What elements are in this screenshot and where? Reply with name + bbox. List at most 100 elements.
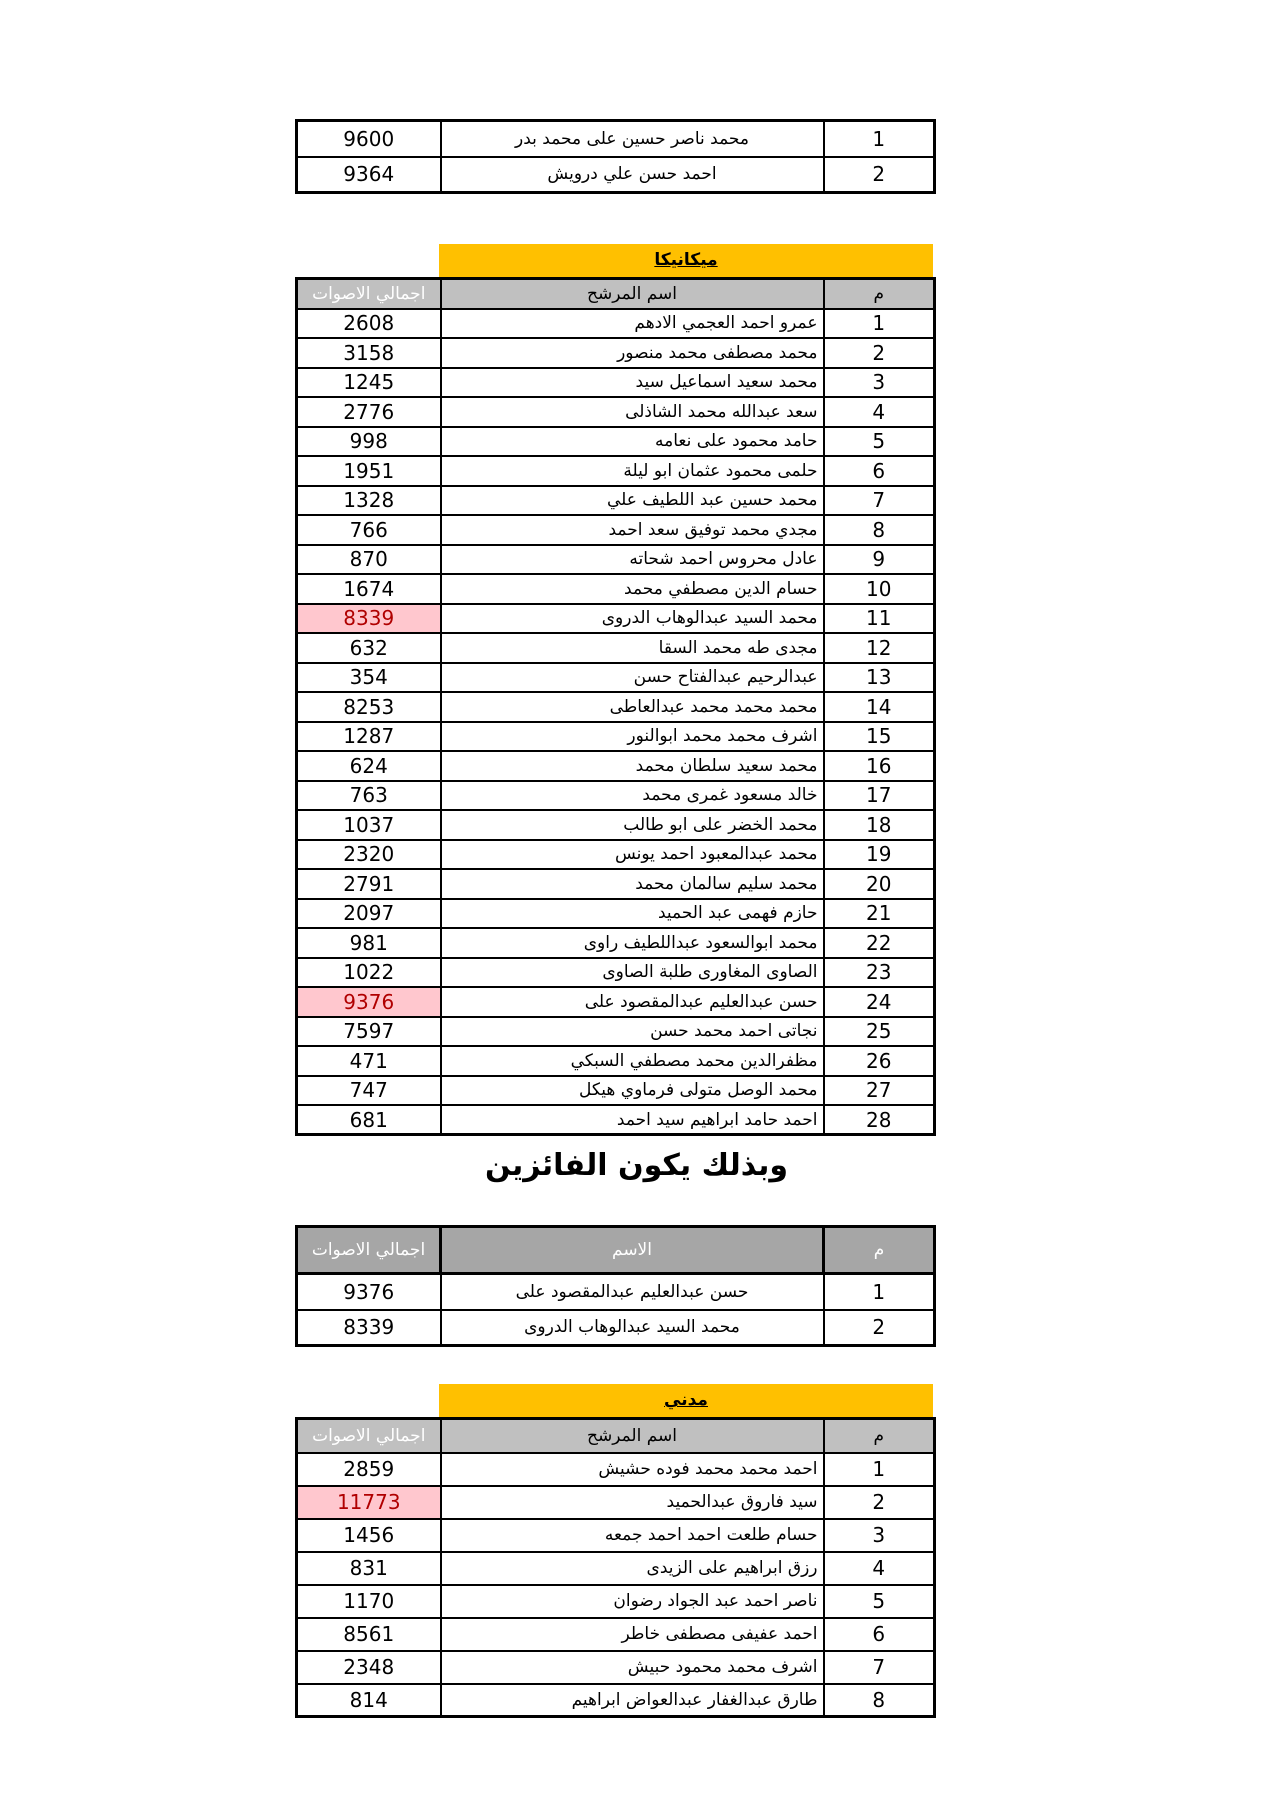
table-row: 8 مجدي محمد توفيق سعد احمد 766 xyxy=(295,514,936,546)
table-row: 2 سيد فاروق عبدالحميد 11773 xyxy=(295,1484,936,1520)
cell-name: محمد الوصل متولى فرماوي هيكل xyxy=(439,1074,825,1106)
cell-name: احمد حامد ابراهيم سيد احمد xyxy=(439,1104,825,1136)
cell-votes: 1674 xyxy=(295,573,442,605)
civil-results-table: م اسم المرشح اجمالي الاصوات 1 احمد محمد م… xyxy=(295,1417,936,1718)
header-candidate-name: اسم المرشح xyxy=(439,277,825,310)
cell-num: 1 xyxy=(822,1451,936,1487)
cell-num: 20 xyxy=(822,868,936,900)
cell-votes: 1170 xyxy=(295,1583,442,1619)
cell-votes: 763 xyxy=(295,779,442,811)
cell-name: حازم فهمى عبد الحميد xyxy=(439,897,825,929)
cell-name: حسن عبدالعليم عبدالمقصود على xyxy=(439,986,825,1018)
cell-votes: 471 xyxy=(295,1045,442,1077)
cell-name: محمد السيد عبدالوهاب الدروى xyxy=(439,602,825,634)
cell-num: 25 xyxy=(822,1015,936,1047)
table-body: 1 احمد محمد محمد فوده حشيش 2859 2 سيد فاروق … xyxy=(295,1451,936,1718)
cell-votes: 1328 xyxy=(295,484,442,516)
cell-name: الصاوى المغاورى طلبة الصاوى xyxy=(439,956,825,988)
mechanics-section-banner: ميكانيكا xyxy=(439,244,933,277)
table-row: 21 حازم فهمى عبد الحميد 2097 xyxy=(295,897,936,929)
cell-num: 18 xyxy=(822,809,936,841)
cell-votes: 8253 xyxy=(295,691,442,723)
cell-votes: 9376 xyxy=(295,1272,442,1311)
cell-num: 3 xyxy=(822,1517,936,1553)
cell-num: 7 xyxy=(822,484,936,516)
cell-votes: 747 xyxy=(295,1074,442,1106)
cell-name: مظفرالدين محمد مصطفي السبكي xyxy=(439,1045,825,1077)
cell-votes: 831 xyxy=(295,1550,442,1586)
cell-num: 6 xyxy=(822,455,936,487)
cell-name: احمد عفيفى مصطفى خاطر xyxy=(439,1616,825,1652)
cell-num: 8 xyxy=(822,1682,936,1718)
winners-heading: وبذلك يكون الفائزين xyxy=(484,1148,789,1183)
cell-votes: 1287 xyxy=(295,720,442,752)
cell-name: محمد الخضر على ابو طالب xyxy=(439,809,825,841)
cell-name: ناصر احمد عبد الجواد رضوان xyxy=(439,1583,825,1619)
cell-votes: 3158 xyxy=(295,337,442,369)
table-body: 1 حسن عبدالعليم عبدالمقصود على 9376 2 محمد ا… xyxy=(295,1272,936,1347)
cell-num: 4 xyxy=(822,1550,936,1586)
table-row: 12 مجدى طه محمد السقا 632 xyxy=(295,632,936,664)
table-row: 6 حلمى محمود عثمان ابو ليلة 1951 xyxy=(295,455,936,487)
cell-num: 2 xyxy=(822,1484,936,1520)
cell-votes: 9364 xyxy=(295,155,442,194)
header-name: الاسم xyxy=(439,1225,825,1275)
cell-num: 26 xyxy=(822,1045,936,1077)
cell-num: 9 xyxy=(822,543,936,575)
cell-name: محمد سليم سالمان محمد xyxy=(439,868,825,900)
table-header-row: م اسم المرشح اجمالي الاصوات xyxy=(295,1417,936,1454)
table-header-row: م الاسم اجمالي الاصوات xyxy=(295,1225,936,1275)
cell-name: مجدي محمد توفيق سعد احمد xyxy=(439,514,825,546)
cell-num: 8 xyxy=(822,514,936,546)
table-row: 2 محمد مصطفى محمد منصور 3158 xyxy=(295,337,936,369)
cell-name: احمد حسن علي درويش xyxy=(439,155,825,194)
cell-votes: 9600 xyxy=(295,119,442,158)
table-header-row: م اسم المرشح اجمالي الاصوات xyxy=(295,277,936,310)
cell-num: 2 xyxy=(822,155,936,194)
cell-name: محمد مصطفى محمد منصور xyxy=(439,337,825,369)
cell-votes: 2608 xyxy=(295,307,442,339)
cell-votes: 354 xyxy=(295,661,442,693)
table-row: 15 اشرف محمد محمد ابوالنور 1287 xyxy=(295,720,936,752)
cell-num: 5 xyxy=(822,425,936,457)
cell-votes: 8561 xyxy=(295,1616,442,1652)
cell-name: عمرو احمد العجمي الادهم xyxy=(439,307,825,339)
table-row: 16 محمد سعيد سلطان محمد 624 xyxy=(295,750,936,782)
table-row: 18 محمد الخضر على ابو طالب 1037 xyxy=(295,809,936,841)
cell-votes: 981 xyxy=(295,927,442,959)
header-total-votes: اجمالي الاصوات xyxy=(295,277,442,310)
cell-votes: 1951 xyxy=(295,455,442,487)
mechanics-results-table: م اسم المرشح اجمالي الاصوات 1 عمرو احمد ا… xyxy=(295,277,936,1136)
table-row: 20 محمد سليم سالمان محمد 2791 xyxy=(295,868,936,900)
cell-votes: 2348 xyxy=(295,1649,442,1685)
table-row: 4 سعد عبدالله محمد الشاذلى 2776 xyxy=(295,396,936,428)
cell-name: حسام طلعت احمد احمد جمعه xyxy=(439,1517,825,1553)
table-row: 26 مظفرالدين محمد مصطفي السبكي 471 xyxy=(295,1045,936,1077)
cell-name: احمد محمد محمد فوده حشيش xyxy=(439,1451,825,1487)
header-candidate-name: اسم المرشح xyxy=(439,1417,825,1454)
cell-votes: 766 xyxy=(295,514,442,546)
cell-name: حسن عبدالعليم عبدالمقصود على xyxy=(439,1272,825,1311)
header-number: م xyxy=(822,1417,936,1454)
header-number: م xyxy=(822,277,936,310)
cell-num: 2 xyxy=(822,337,936,369)
table-row: 3 حسام طلعت احمد احمد جمعه 1456 xyxy=(295,1517,936,1553)
table-row: 2 محمد السيد عبدالوهاب الدروى 8339 xyxy=(295,1308,936,1347)
cell-name: محمد ابوالسعود عبداللطيف راوى xyxy=(439,927,825,959)
cell-votes: 814 xyxy=(295,1682,442,1718)
cell-num: 28 xyxy=(822,1104,936,1136)
cell-num: 2 xyxy=(822,1308,936,1347)
cell-num: 6 xyxy=(822,1616,936,1652)
cell-num: 14 xyxy=(822,691,936,723)
cell-name: خالد مسعود غمرى محمد xyxy=(439,779,825,811)
cell-num: 11 xyxy=(822,602,936,634)
cell-name: عادل محروس احمد شحاته xyxy=(439,543,825,575)
cell-num: 1 xyxy=(822,1272,936,1311)
cell-name: محمد ناصر حسين على محمد بدر xyxy=(439,119,825,158)
cell-votes: 9376 xyxy=(295,986,442,1018)
cell-name: نجاتى احمد محمد حسن xyxy=(439,1015,825,1047)
cell-num: 7 xyxy=(822,1649,936,1685)
table-row: 1 حسن عبدالعليم عبدالمقصود على 9376 xyxy=(295,1272,936,1311)
cell-num: 16 xyxy=(822,750,936,782)
